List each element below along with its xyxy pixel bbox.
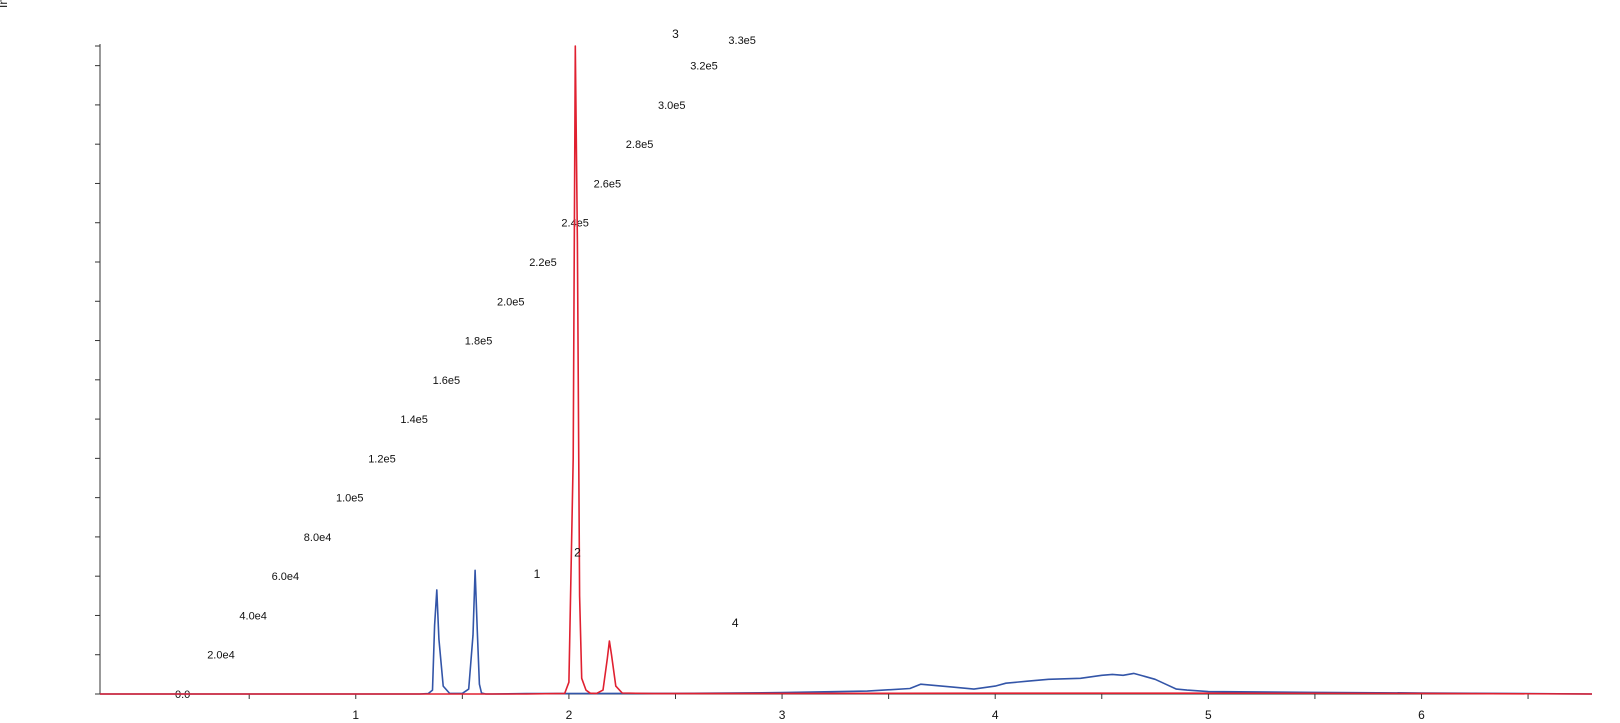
y-tick-label: 1.6e5 xyxy=(433,375,461,387)
y-tick-label: 1.0e5 xyxy=(336,493,364,505)
y-tick-label: 2.2e5 xyxy=(529,257,557,269)
y-tick-label: 4.0e4 xyxy=(239,610,267,622)
x-tick-label: 1 xyxy=(352,708,359,722)
y-axis-title: In xyxy=(0,0,10,8)
y-tick-label: 2.8e5 xyxy=(626,139,654,151)
series-line-2 xyxy=(100,45,1593,695)
peak-annotations: 1 2 3 4 xyxy=(534,27,739,630)
series-layer xyxy=(100,45,1593,695)
y-tick-label: 8.0e4 xyxy=(304,532,332,544)
x-tick-label: 6 xyxy=(1418,708,1425,722)
y-tick-labels: 0.0 2.0e4 4.0e4 6.0e4 8.0e4 1.0e5 1.2e5 1.4e5 1.… xyxy=(175,35,756,701)
y-tick-label: 1.8e5 xyxy=(465,336,493,348)
y-tick-label: 2.6e5 xyxy=(594,178,622,190)
x-tick-label: 3 xyxy=(779,708,786,722)
axes xyxy=(95,44,1592,699)
x-tick-labels: 1 2 3 4 5 6 xyxy=(352,708,1425,722)
peak-label: 4 xyxy=(732,616,739,630)
peak-label: 2 xyxy=(574,546,581,560)
y-tick-label: 2.0e5 xyxy=(497,296,525,308)
y-tick-label: 0.0 xyxy=(175,689,190,701)
y-tick-label: 1.4e5 xyxy=(400,414,428,426)
y-tick-label: 3.3e5 xyxy=(728,35,756,47)
y-tick-label: 3.0e5 xyxy=(658,100,686,112)
y-tick-label: 6.0e4 xyxy=(272,571,300,583)
peak-label: 3 xyxy=(672,27,679,41)
x-tick-label: 5 xyxy=(1205,708,1212,722)
x-tick-label: 2 xyxy=(566,708,573,722)
y-tick-label: 3.2e5 xyxy=(690,61,718,73)
peak-label: 1 xyxy=(534,567,541,581)
series-line-1 xyxy=(100,569,1593,695)
x-tick-label: 4 xyxy=(992,708,999,722)
y-tick-label: 2.0e4 xyxy=(207,650,235,662)
y-tick-label: 1.2e5 xyxy=(368,453,396,465)
